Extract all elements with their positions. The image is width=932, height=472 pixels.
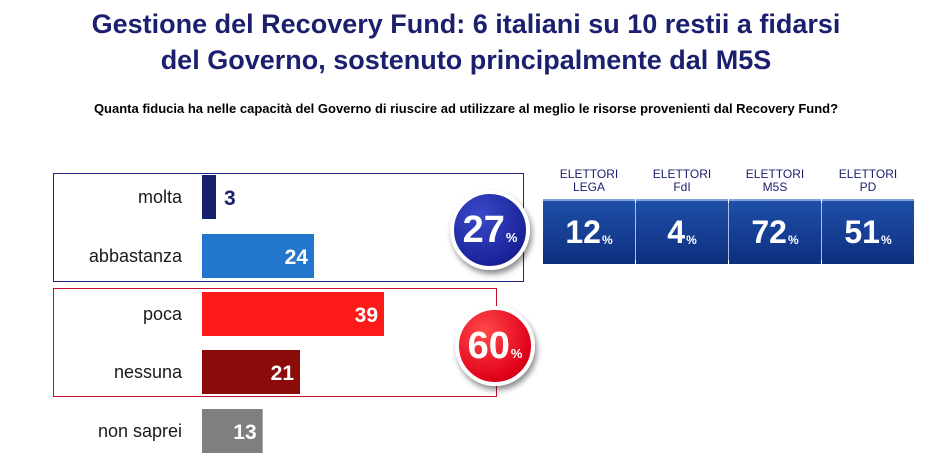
category-label-molta: molta [138, 187, 183, 207]
voters-fdi-value: 4 [667, 214, 686, 250]
voters-lega-label-line-1: ELETTORI [559, 167, 619, 181]
bar-non-saprei [202, 409, 263, 453]
voters-separator [635, 203, 636, 260]
voters-m5s-label-line-2: M5S [762, 180, 788, 194]
voters-m5s-label: ELETTORI M5S [729, 168, 821, 200]
voters-m5s-label-line-1: ELETTORI [745, 167, 805, 181]
chart-title-line-2: del Governo, sostenuto principalmente da… [160, 45, 772, 75]
bar-nessuna [202, 350, 300, 394]
voters-pd-label-line-1: ELETTORI [838, 167, 898, 181]
voters-fdi-label-line-2: FdI [673, 180, 691, 194]
positive-total-unit: % [505, 229, 518, 245]
negative-total-value: 60 [467, 325, 510, 367]
voters-lega-value: 12 [565, 214, 601, 250]
negative-total-badge: 60% [455, 306, 535, 386]
value-label-non-saprei: 13 [233, 421, 256, 444]
survey-question: Quanta fiducia ha nelle capacità del Gov… [93, 101, 839, 116]
voters-fdi: ELETTORI FdI 4% [636, 168, 728, 264]
voters-pd-value: 51 [844, 214, 880, 250]
category-label-poca: poca [143, 304, 183, 324]
positive-total-value: 27 [462, 209, 505, 251]
voters-m5s-value-box: 72% [729, 199, 821, 264]
voters-pd-label-line-2: PD [859, 180, 877, 194]
positive-total-badge: 27% [450, 190, 530, 270]
bar-poca [202, 292, 384, 336]
category-label-abbastanza: abbastanza [89, 246, 183, 266]
voters-fdi-label: ELETTORI FdI [636, 168, 728, 200]
chart-title: Gestione del Recovery Fund: 6 italiani s… [0, 6, 932, 78]
voters-fdi-value-box: 4% [636, 199, 728, 264]
voters-separator [728, 203, 729, 260]
voters-lega: ELETTORI LEGA 12% [543, 168, 635, 264]
voters-pd-label: ELETTORI PD [822, 168, 914, 200]
voters-m5s-unit: % [787, 232, 799, 247]
voters-m5s: ELETTORI M5S 72% [729, 168, 821, 264]
bar-abbastanza [202, 234, 314, 278]
voters-pd: ELETTORI PD 51% [822, 168, 914, 264]
value-label-poca: 39 [355, 304, 378, 327]
voters-lega-label-line-2: LEGA [572, 180, 605, 194]
voters-fdi-label-line-1: ELETTORI [652, 167, 712, 181]
voters-pd-unit: % [880, 232, 892, 247]
voters-lega-value-box: 12% [543, 199, 635, 264]
category-label-non-saprei: non saprei [98, 421, 182, 441]
value-label-nessuna: 21 [271, 362, 295, 385]
bar-molta [202, 175, 216, 219]
value-label-abbastanza: 24 [285, 246, 309, 269]
voters-separator [821, 203, 822, 260]
negative-total-unit: % [510, 345, 523, 361]
voters-pd-value-box: 51% [822, 199, 914, 264]
category-label-nessuna: nessuna [114, 362, 183, 382]
voters-lega-label: ELETTORI LEGA [543, 168, 635, 200]
voters-m5s-value: 72 [751, 214, 787, 250]
voters-fdi-unit: % [686, 232, 697, 247]
chart-title-line-1: Gestione del Recovery Fund: 6 italiani s… [91, 9, 841, 39]
voters-lega-unit: % [601, 232, 613, 247]
value-label-molta: 3 [224, 187, 236, 210]
voters-breakdown: ELETTORI LEGA 12% ELETTORI FdI 4% ELETTO… [543, 168, 914, 264]
